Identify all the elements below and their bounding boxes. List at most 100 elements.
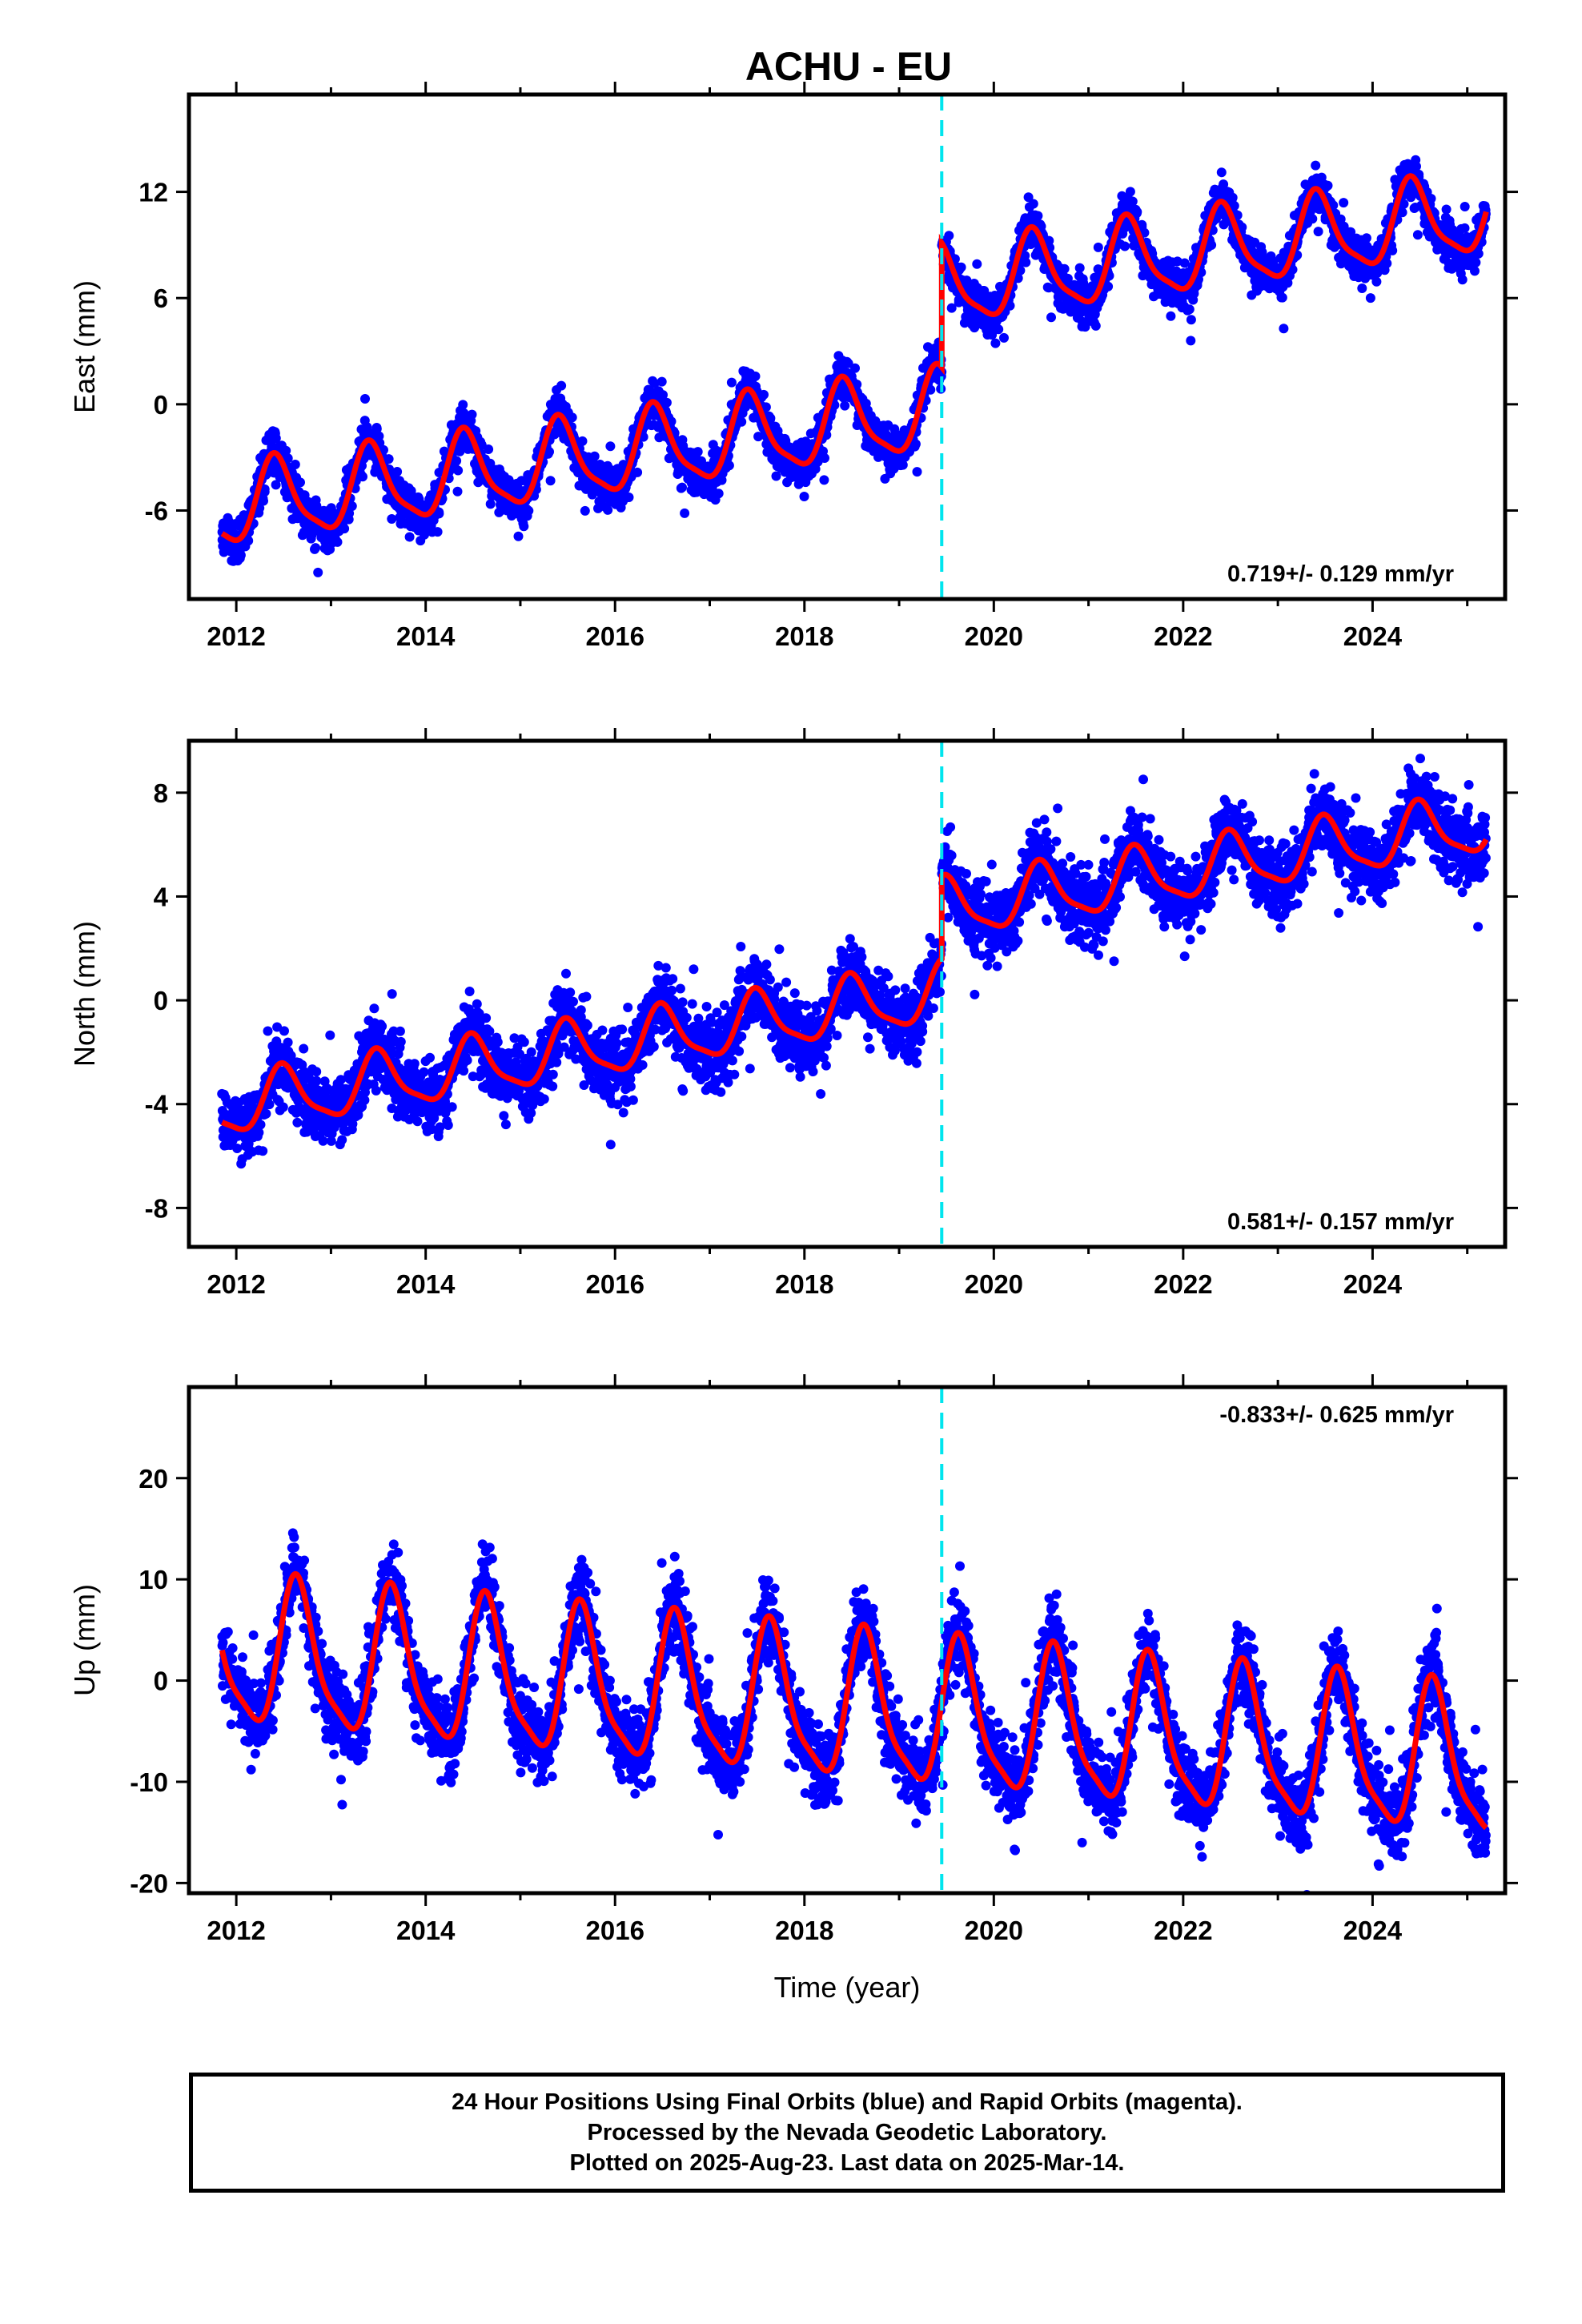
figure-title: ACHU - EU — [745, 44, 952, 89]
data-point — [371, 424, 382, 434]
data-point — [392, 467, 403, 476]
data-point — [1132, 207, 1142, 217]
data-point — [765, 413, 776, 424]
y-tick-label: 0 — [154, 390, 168, 420]
data-point — [910, 439, 921, 449]
data-point — [1339, 198, 1349, 208]
data-point — [337, 1135, 347, 1145]
data-point — [1125, 187, 1135, 197]
data-point — [232, 1144, 243, 1153]
data-point — [318, 1136, 328, 1146]
x-tick-label: 2016 — [586, 621, 644, 651]
data-point — [290, 460, 300, 469]
data-point — [661, 397, 672, 408]
data-point — [369, 1003, 379, 1014]
data-point — [1365, 293, 1375, 304]
data-point — [1277, 292, 1287, 303]
data-point — [1021, 257, 1031, 267]
data-point — [484, 444, 494, 454]
data-point — [295, 477, 305, 488]
data-point — [1412, 230, 1423, 240]
data-point — [1397, 207, 1407, 218]
data-point — [311, 1076, 322, 1086]
data-point — [1186, 336, 1196, 346]
data-point — [485, 458, 496, 468]
data-point — [467, 409, 477, 420]
plot-frame-east — [187, 92, 1508, 601]
data-point — [1473, 248, 1484, 259]
data-point — [1103, 281, 1114, 292]
data-point — [658, 390, 668, 400]
data-point — [737, 416, 747, 427]
y-tick-label: -6 — [145, 496, 168, 525]
data-point — [990, 338, 1001, 348]
data-point — [840, 400, 850, 411]
data-point — [347, 501, 357, 511]
data-point — [1033, 211, 1043, 221]
data-point — [344, 509, 355, 518]
data-point — [235, 550, 246, 561]
data-point — [264, 1100, 275, 1110]
data-point — [255, 503, 265, 513]
data-point — [452, 456, 462, 466]
data-point — [513, 531, 524, 541]
data-point — [1382, 258, 1392, 268]
y-tick-label: 6 — [154, 283, 168, 313]
data-point — [632, 467, 643, 477]
data-point — [605, 441, 616, 452]
data-point — [1307, 214, 1318, 224]
data-point — [432, 527, 443, 537]
data-point — [956, 262, 966, 272]
data-point — [271, 433, 281, 444]
data-point — [726, 377, 737, 388]
x-tick-label: 2020 — [965, 621, 1023, 651]
data-point — [452, 486, 463, 497]
data-point — [656, 376, 667, 387]
x-tick-label: 2024 — [1343, 621, 1403, 651]
data-point — [713, 489, 724, 499]
data-point — [360, 394, 370, 404]
data-point — [453, 465, 464, 476]
data-point — [603, 505, 613, 515]
x-tick-label: 2012 — [207, 621, 265, 651]
data-point — [1361, 233, 1371, 243]
data-point — [292, 1117, 303, 1128]
y-axis-label: East (mm) — [68, 280, 101, 413]
data-point — [313, 567, 323, 577]
data-point — [458, 400, 468, 410]
data-point — [1059, 263, 1070, 274]
data-point — [567, 412, 577, 423]
data-point — [283, 453, 293, 464]
data-point — [820, 453, 829, 463]
data-point — [371, 1085, 381, 1096]
data-point — [1387, 245, 1398, 255]
data-point — [263, 1026, 273, 1036]
data-point — [1471, 257, 1481, 267]
data-point — [1216, 167, 1227, 178]
data-point — [283, 1037, 293, 1047]
data-point — [1186, 315, 1196, 325]
data-point — [243, 536, 254, 546]
data-point — [1127, 196, 1138, 207]
data-point — [434, 509, 444, 519]
x-tick-label: 2022 — [1154, 621, 1212, 651]
data-point — [259, 496, 268, 506]
rate-label: 0.719+/- 0.129 mm/yr — [1227, 561, 1454, 587]
data-point — [1120, 241, 1130, 251]
data-point — [677, 482, 687, 493]
data-point — [1460, 223, 1470, 233]
data-point — [649, 378, 660, 388]
data-point — [999, 332, 1009, 343]
data-point — [819, 475, 829, 485]
data-point — [577, 436, 588, 446]
data-point — [556, 380, 567, 391]
data-point — [545, 476, 556, 486]
data-point — [261, 1108, 271, 1119]
data-point — [1323, 180, 1333, 191]
data-point — [1357, 283, 1367, 293]
data-point — [1470, 266, 1480, 276]
data-point — [624, 493, 634, 502]
